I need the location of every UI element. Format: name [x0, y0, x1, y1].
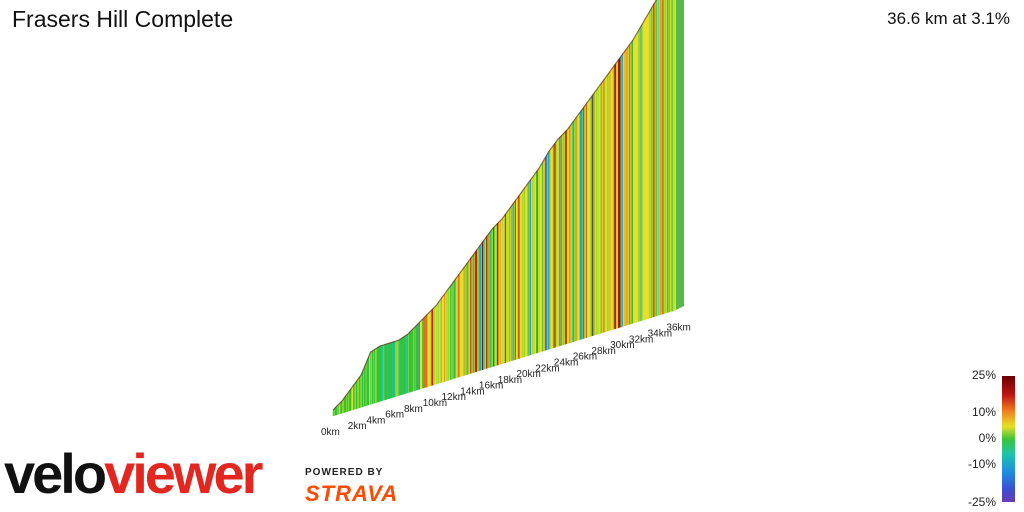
distance-tick-label: 36km — [666, 323, 690, 334]
profile-segment — [661, 0, 663, 315]
gradient-legend-bar — [1002, 376, 1015, 502]
page-title: Frasers Hill Complete — [12, 6, 234, 32]
distance-tick-label: 28km — [591, 346, 615, 357]
profile-segment — [657, 0, 659, 316]
profile-segment — [665, 0, 667, 314]
profile-segment — [675, 0, 677, 311]
distance-tick-label: 24km — [554, 358, 578, 369]
profile-segment — [673, 0, 675, 311]
legend-label-neg25: -25% — [967, 495, 996, 509]
profile-top-edge — [332, 0, 657, 411]
profile-segment — [669, 0, 671, 313]
distance-tick-label: 18km — [498, 375, 522, 386]
veloviewer-logo[interactable]: veloviewer — [4, 446, 263, 502]
profile-segment — [671, 0, 673, 312]
profile-segment — [656, 0, 658, 317]
profile-segment — [667, 0, 669, 313]
distance-tick-label: 22km — [535, 363, 559, 374]
distance-axis: 0km2km4km6km8km10km12km14km16km18km20km2… — [321, 323, 691, 438]
legend-label-25: 25% — [971, 368, 996, 382]
profile-segment — [672, 0, 674, 312]
route-stats: 36.6 km at 3.1% — [887, 9, 1010, 28]
profile-segment — [663, 0, 665, 315]
powered-by-label: POWERED BY — [305, 467, 384, 478]
distance-tick-label: 10km — [423, 398, 447, 409]
logo-velo: velo — [4, 442, 107, 505]
distance-tick-label: 2km — [348, 421, 367, 432]
legend-label-0: 0% — [978, 431, 996, 445]
distance-tick-label: 12km — [442, 392, 466, 403]
profile-bars — [332, 0, 684, 417]
distance-tick-label: 26km — [573, 352, 597, 363]
profile-segment — [660, 0, 663, 315]
strava-logo[interactable]: STRAVA — [305, 481, 399, 506]
distance-tick-label: 4km — [367, 415, 386, 426]
distance-tick-label: 34km — [648, 329, 672, 340]
distance-tick-label: 8km — [404, 404, 423, 415]
profile-segment — [659, 0, 661, 316]
distance-tick-label: 30km — [610, 340, 634, 351]
distance-tick-label: 16km — [479, 381, 503, 392]
profile-segment — [671, 0, 674, 312]
profile-segment — [674, 0, 676, 311]
profile-end-face — [676, 0, 684, 310]
distance-tick-label: 20km — [516, 369, 540, 380]
profile-segment — [662, 0, 664, 315]
legend-label-10: 10% — [971, 405, 996, 419]
distance-tick-label: 32km — [629, 334, 653, 345]
profile-segment — [665, 0, 668, 314]
profile-segment — [658, 0, 660, 316]
profile-segment — [655, 0, 658, 317]
profile-segment — [660, 0, 662, 316]
profile-segment — [664, 0, 666, 314]
distance-tick-label: 6km — [385, 410, 404, 421]
legend-label-neg10: -10% — [967, 457, 996, 471]
distance-tick-label: 0km — [321, 427, 340, 438]
profile-segment — [666, 0, 669, 314]
profile-segment — [670, 0, 672, 313]
logo-viewer: viewer — [104, 442, 263, 505]
distance-tick-label: 14km — [460, 387, 484, 398]
profile-segment — [668, 0, 670, 313]
